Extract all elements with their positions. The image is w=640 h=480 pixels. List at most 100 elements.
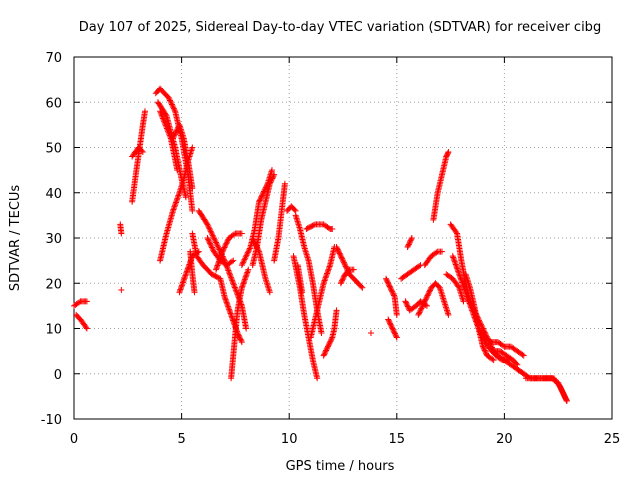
data-point	[219, 248, 226, 255]
x-tick-label: 25	[604, 432, 621, 447]
data-point	[384, 279, 391, 286]
data-point	[557, 384, 564, 391]
data-points	[71, 85, 570, 404]
data-point	[422, 297, 429, 304]
data-point	[387, 320, 394, 327]
data-point	[258, 193, 265, 200]
data-point	[254, 245, 261, 252]
data-point	[245, 266, 252, 273]
data-point	[350, 266, 357, 273]
data-point	[170, 104, 177, 111]
data-point	[423, 295, 430, 302]
data-point	[240, 259, 247, 266]
data-point	[246, 246, 253, 253]
data-point	[421, 298, 428, 305]
data-point	[162, 121, 169, 128]
data-point	[407, 237, 414, 244]
data-point	[325, 342, 332, 349]
data-point	[232, 285, 239, 292]
data-point	[333, 244, 340, 251]
data-point	[216, 246, 223, 253]
data-point	[256, 197, 263, 204]
data-point	[403, 299, 410, 306]
data-point	[385, 317, 392, 324]
data-point	[161, 118, 168, 125]
data-point	[207, 240, 214, 247]
data-point	[423, 293, 430, 300]
data-point	[490, 357, 497, 364]
data-point	[206, 239, 213, 246]
data-point	[270, 172, 277, 179]
data-point	[318, 330, 325, 337]
data-point	[326, 341, 333, 348]
data-point	[209, 245, 216, 252]
data-point	[171, 132, 178, 139]
data-point	[191, 289, 198, 296]
data-point	[225, 267, 232, 274]
y-tick-label: 50	[45, 142, 62, 157]
data-point	[482, 348, 489, 355]
data-point	[559, 388, 566, 395]
data-point	[227, 271, 234, 278]
data-point	[222, 241, 229, 248]
data-point	[438, 248, 445, 255]
data-point	[203, 220, 210, 227]
data-point	[335, 247, 342, 254]
data-point	[118, 287, 125, 294]
data-point	[338, 254, 345, 261]
data-point	[329, 225, 336, 232]
data-point	[234, 290, 241, 297]
data-point	[310, 222, 317, 229]
data-point	[233, 288, 240, 295]
data-point	[255, 247, 262, 254]
data-point	[209, 232, 216, 239]
data-point	[83, 325, 90, 332]
data-point	[314, 375, 321, 382]
data-point	[169, 102, 176, 109]
data-point	[299, 289, 306, 296]
data-point	[165, 128, 172, 135]
data-point	[252, 240, 259, 247]
data-point	[387, 286, 394, 293]
data-point	[215, 245, 222, 252]
data-point	[139, 149, 146, 156]
data-point	[345, 267, 352, 274]
data-point	[391, 330, 398, 337]
data-point	[320, 352, 327, 359]
data-point	[268, 167, 275, 174]
x-tick-label: 0	[70, 432, 78, 447]
data-point	[500, 342, 507, 349]
data-point	[386, 282, 393, 289]
data-point	[383, 277, 390, 284]
data-point	[489, 356, 496, 363]
data-point	[250, 236, 257, 243]
y-tick-label: 0	[54, 368, 62, 383]
data-point	[238, 339, 245, 346]
data-point	[339, 256, 346, 263]
data-point	[171, 131, 178, 138]
y-tick-label: 60	[45, 96, 62, 111]
data-point	[238, 262, 245, 269]
data-point	[563, 397, 570, 404]
data-point	[228, 274, 235, 281]
data-point	[220, 247, 227, 254]
data-point	[160, 116, 167, 123]
data-point	[482, 350, 489, 357]
data-point	[444, 150, 451, 157]
data-point	[558, 387, 565, 394]
data-point	[556, 382, 563, 389]
data-point	[166, 131, 173, 138]
data-point	[367, 330, 374, 337]
data-point	[271, 171, 278, 178]
data-point	[390, 328, 397, 335]
data-point	[555, 379, 562, 386]
data-point	[402, 298, 409, 305]
data-point	[404, 244, 411, 251]
data-point	[240, 257, 247, 264]
data-point	[243, 252, 250, 259]
data-point	[252, 241, 259, 248]
data-point	[267, 179, 274, 186]
data-point	[269, 175, 276, 182]
chart-title: Day 107 of 2025, Sidereal Day-to-day VTE…	[79, 20, 601, 35]
